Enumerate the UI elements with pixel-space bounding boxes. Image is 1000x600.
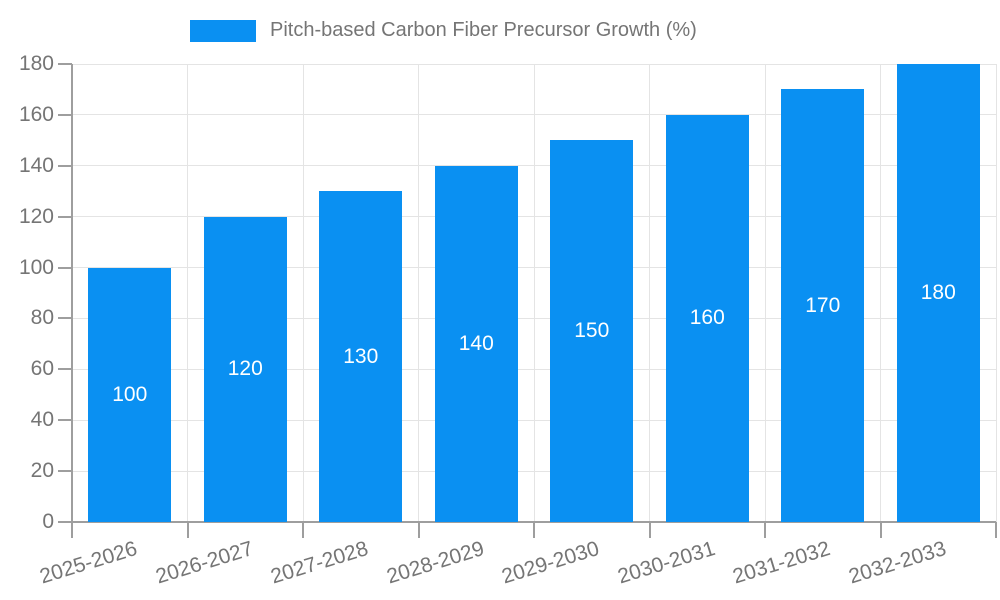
y-axis-line: [71, 64, 73, 538]
legend-swatch: [190, 19, 256, 42]
x-tick-mark: [879, 522, 882, 538]
bar[interactable]: [781, 89, 865, 522]
y-tick-mark: [58, 317, 72, 320]
v-gridline: [649, 64, 650, 522]
y-tick-label: 80: [30, 306, 54, 330]
y-tick-mark: [58, 368, 72, 371]
x-tick-mark: [764, 522, 766, 538]
v-gridline: [302, 64, 304, 522]
v-gridline: [533, 64, 535, 522]
y-tick-label: 60: [30, 357, 54, 381]
x-tick-mark: [648, 522, 651, 538]
y-tick-mark: [58, 470, 72, 473]
bar[interactable]: [665, 114, 749, 522]
bar[interactable]: [434, 165, 518, 522]
x-tick-label: 2027-2028: [268, 537, 372, 589]
y-tick-label: 160: [18, 102, 54, 126]
x-tick-mark: [302, 522, 304, 538]
x-tick-label: 2030-2031: [614, 537, 718, 589]
y-tick-mark: [58, 266, 72, 269]
y-tick-label: 40: [30, 408, 54, 432]
y-tick-label: 180: [18, 52, 54, 75]
y-tick-label: 0: [42, 510, 54, 533]
x-tick-label: 2031-2032: [730, 537, 834, 589]
x-tick-mark: [995, 522, 997, 538]
y-tick-label: 100: [18, 255, 54, 279]
x-tick-label: 2025-2026: [37, 537, 141, 589]
v-gridline: [880, 64, 881, 522]
v-gridline: [187, 64, 188, 522]
x-tick-label: 2029-2030: [499, 537, 603, 589]
bar[interactable]: [88, 267, 172, 522]
y-tick-label: 20: [30, 459, 54, 483]
legend[interactable]: Pitch-based Carbon Fiber Precursor Growt…: [190, 19, 697, 42]
y-tick-label: 140: [18, 153, 54, 177]
x-tick-label: 2026-2027: [152, 537, 256, 589]
x-tick-mark: [417, 522, 420, 538]
v-gridline: [995, 64, 997, 522]
y-tick-label: 120: [18, 204, 54, 228]
y-tick-mark: [58, 113, 72, 116]
v-gridline: [764, 64, 766, 522]
x-tick-label: 2028-2029: [383, 537, 487, 589]
x-tick-mark: [533, 522, 535, 538]
v-gridline: [418, 64, 419, 522]
x-tick-label: 2032-2033: [845, 537, 949, 589]
x-axis-line: [58, 521, 996, 523]
y-tick-mark: [58, 215, 72, 218]
y-tick-mark: [58, 63, 72, 65]
bar[interactable]: [896, 64, 980, 522]
y-tick-mark: [58, 164, 72, 167]
y-tick-mark: [58, 419, 72, 422]
bar[interactable]: [203, 216, 287, 522]
legend-label: Pitch-based Carbon Fiber Precursor Growt…: [270, 19, 697, 41]
bar[interactable]: [319, 191, 403, 522]
x-tick-mark: [186, 522, 189, 538]
bar[interactable]: [550, 140, 634, 522]
